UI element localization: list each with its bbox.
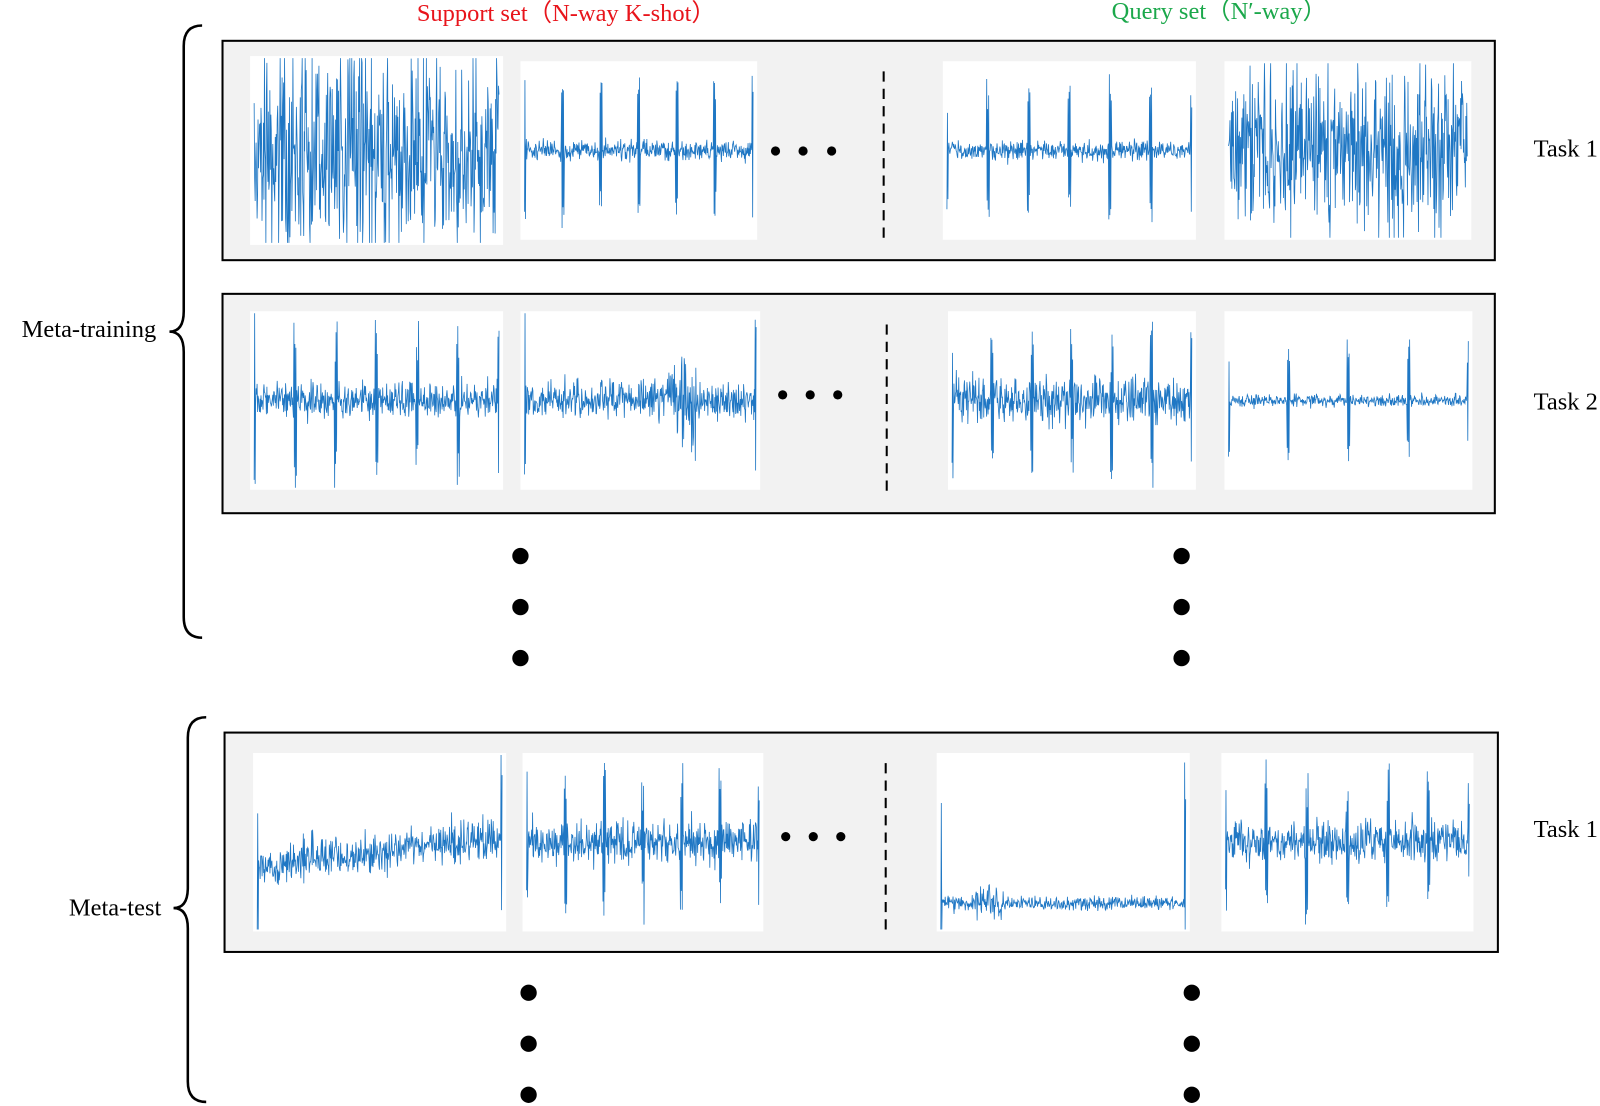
continuation-dot [512,598,529,616]
continuation-dot [1173,649,1190,667]
signal [1228,339,1469,462]
ellipsis-dot [836,832,846,842]
ellipsis-dot [805,390,815,400]
signal [256,755,503,930]
continuation-dot [520,984,537,1001]
group-label: Meta-test [69,895,162,922]
ellipsis-dot [827,146,837,156]
continuation-dot [520,1086,537,1103]
continuation-dot [512,547,529,565]
signal [1225,759,1470,925]
ellipsis-dot [770,146,781,156]
task-label: Task 2 [1534,389,1598,416]
signal [524,313,757,475]
ellipsis-dot [833,390,843,400]
continuation-dot [520,1035,537,1052]
continuation-dot [1183,1035,1200,1052]
signal [1228,63,1468,238]
continuation-dot [1183,984,1200,1001]
signal-panel [1224,61,1472,240]
signal [253,58,500,243]
continuation-dot [1183,1086,1200,1103]
ellipsis-dot [781,832,791,842]
continuation-dot [1173,547,1190,565]
query-label: Query set（N′-way） [1112,0,1327,25]
continuation-dot [512,649,529,667]
ellipsis-dot [778,390,788,400]
signal [940,762,1187,930]
continuation-dot [1173,598,1190,616]
task-label: Task 1 [1534,816,1598,843]
brace [169,24,203,639]
signal [526,762,760,925]
signal [951,321,1193,488]
signal [253,313,500,488]
group-label: Meta-training [22,316,157,343]
ellipsis-dot [808,832,818,842]
support-label: Support set（N-way K-shot） [417,0,716,27]
task-label: Task 1 [1534,136,1598,163]
ellipsis-dot [798,146,808,156]
signal [524,75,754,229]
signal [946,74,1193,223]
brace [173,715,207,1104]
